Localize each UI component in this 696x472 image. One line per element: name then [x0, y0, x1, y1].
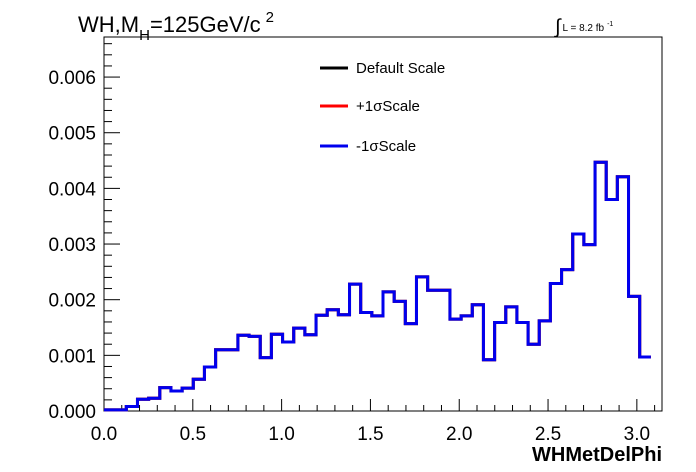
x-tick-label: 0.5 — [180, 424, 206, 445]
y-tick-label: 0.005 — [48, 124, 96, 145]
luminosity-text: L = 8.2 fb — [562, 23, 604, 34]
chart-title: WH,MH=125GeV/c 2 — [78, 9, 274, 44]
histogram-series-2 — [104, 160, 651, 412]
y-tick-label: 0.001 — [48, 346, 96, 367]
legend-label-default-scale: Default Scale — [356, 60, 445, 77]
chart-title-rest: =125GeV/c — [150, 12, 261, 37]
y-tick-label: 0.003 — [48, 235, 96, 256]
series-layer — [104, 160, 651, 412]
chart-title-subscript: H — [139, 27, 150, 44]
luminosity-superscript: -1 — [607, 21, 613, 28]
plot-frame — [103, 36, 663, 412]
legend: Default Scale +1σScale -1σScale — [320, 60, 445, 155]
luminosity-integral-sign: ∫ — [554, 16, 562, 38]
x-tick-label: 2.0 — [446, 424, 472, 445]
y-tick-label: 0.004 — [48, 179, 96, 200]
legend-label-minus1sigma-scale: -1σScale — [356, 138, 416, 155]
luminosity-label: ∫ L = 8.2 fb -1 — [554, 16, 613, 38]
y-tick-label: 0.002 — [48, 291, 96, 312]
x-axis-title: WHMetDelPhi — [532, 444, 662, 466]
chart-title-main: WH,M — [78, 12, 139, 37]
x-tick-label: 1.0 — [268, 424, 294, 445]
y-tick-label: 0.006 — [48, 68, 96, 89]
x-tick-label: 0.0 — [91, 424, 117, 445]
y-axis: 0.000 0.001 0.002 0.003 0.004 0.005 0.006 — [48, 43, 120, 423]
x-tick-label: 3.0 — [624, 424, 650, 445]
chart-title-superscript: 2 — [266, 9, 274, 26]
y-tick-label: 0.000 — [48, 402, 96, 423]
legend-label-plus1sigma-scale: +1σScale — [356, 98, 420, 115]
x-tick-label: 2.5 — [535, 424, 561, 445]
x-axis: 0.0 0.5 1.0 1.5 2.0 2.5 3.0 — [91, 399, 656, 445]
x-tick-label: 1.5 — [357, 424, 383, 445]
